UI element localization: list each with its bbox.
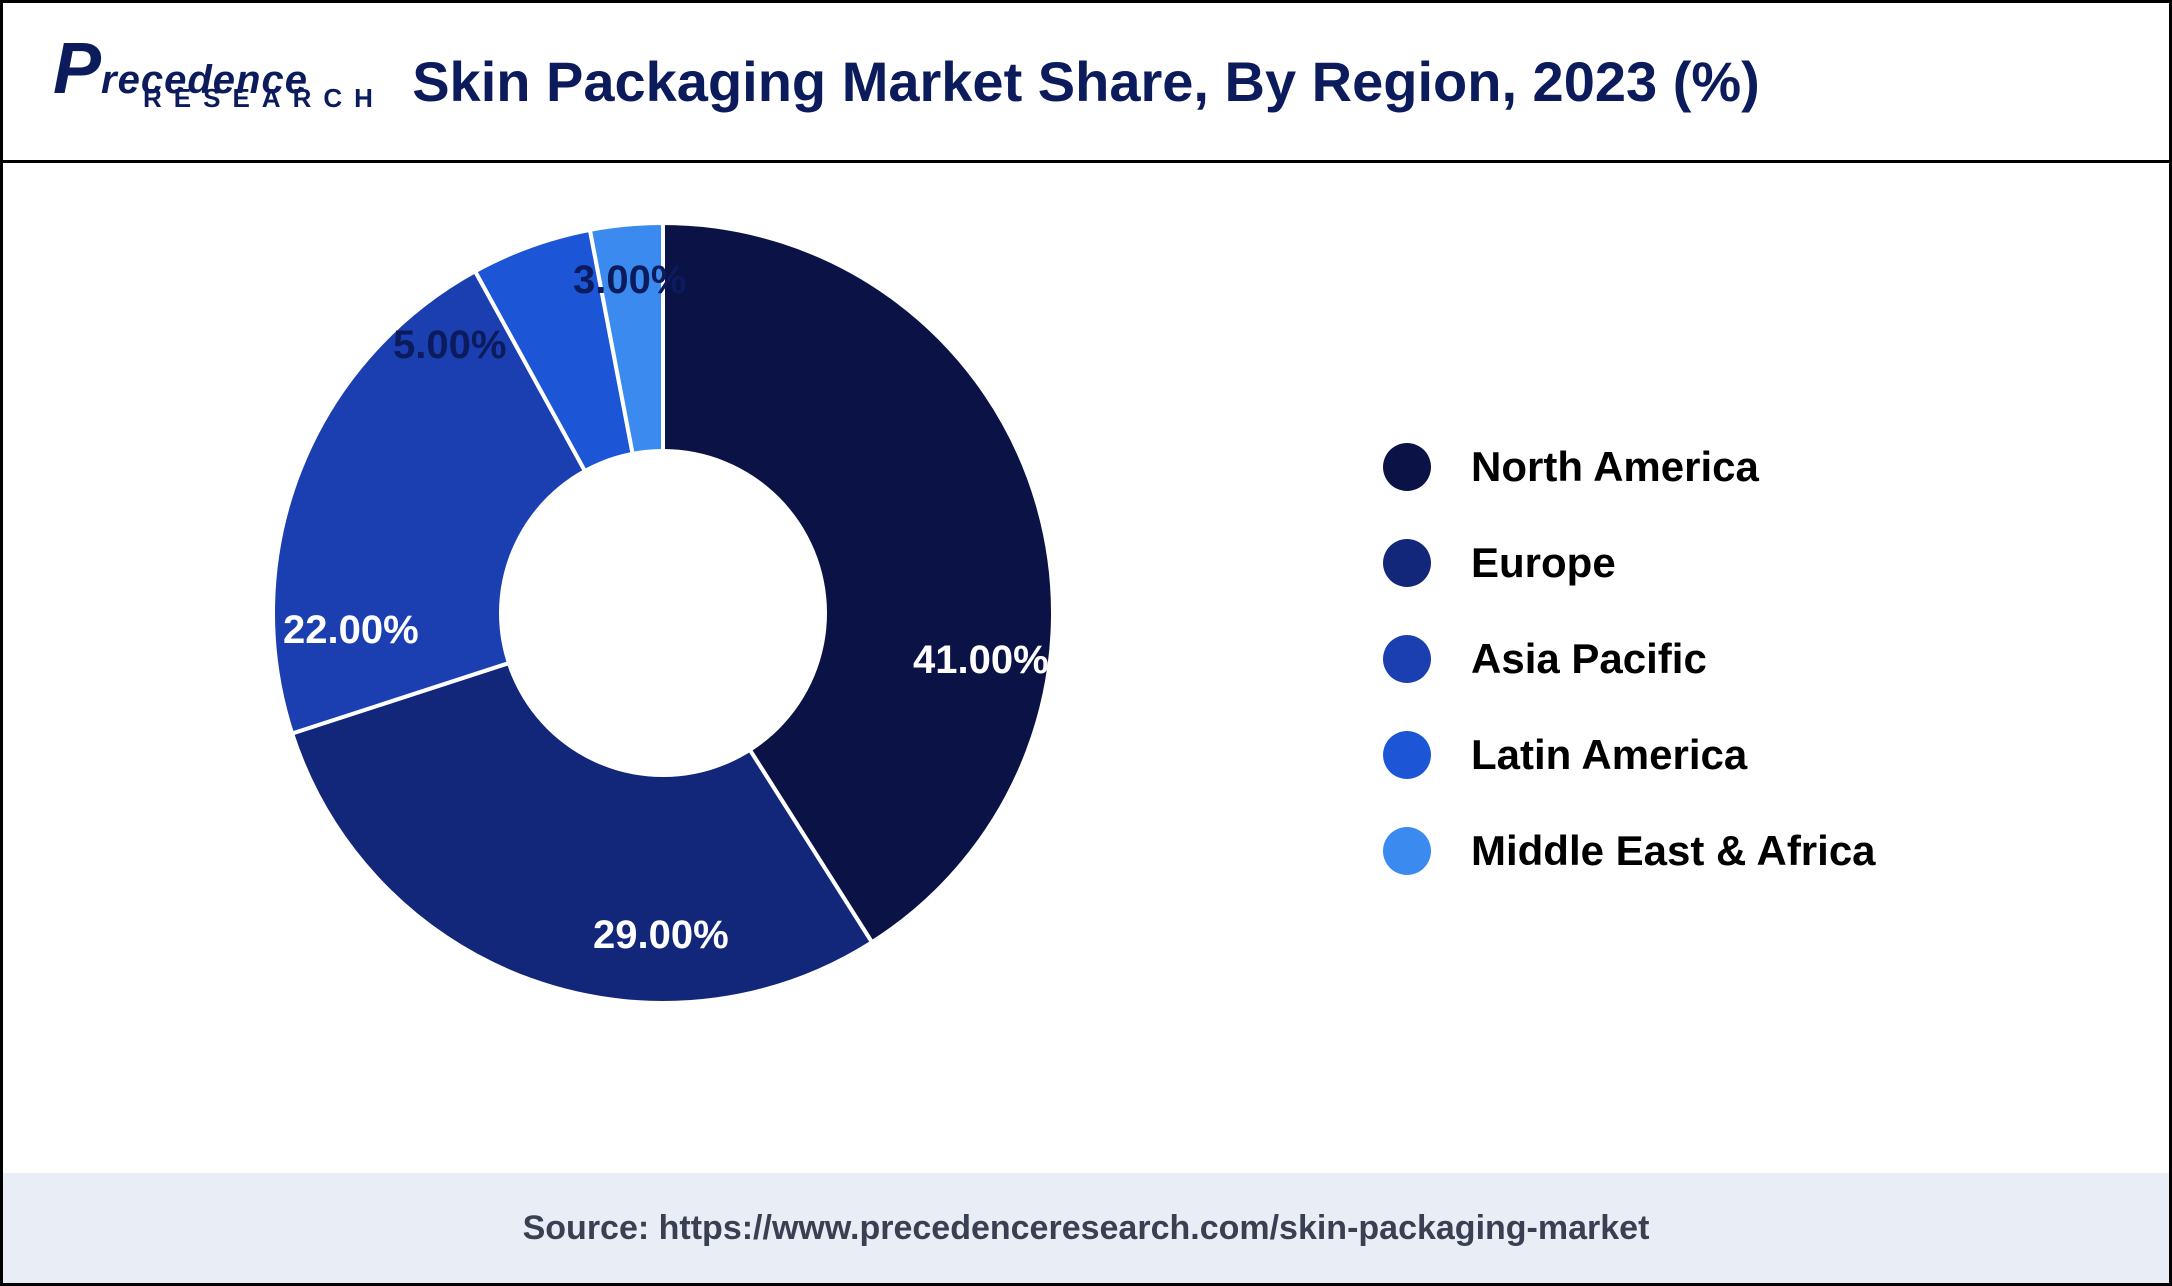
header: P recedence RESEARCH Skin Packaging Mark… [3,3,2169,163]
logo-subtext: RESEARCH [143,83,385,114]
legend-swatch-1 [1383,539,1431,587]
source-text: Source: https://www.precedenceresearch.c… [523,1209,1650,1248]
legend-item-0: North America [1383,443,1876,491]
legend-swatch-3 [1383,731,1431,779]
donut-chart: 41.00% 29.00% 22.00% 5.00% 3.00% [273,223,1053,1003]
slice-label-0: 41.00% [913,638,1049,683]
chart-frame: P recedence RESEARCH Skin Packaging Mark… [0,0,2172,1286]
logo-letter: P [53,33,101,105]
legend-label-3: Latin America [1471,731,1747,779]
chart-area: 41.00% 29.00% 22.00% 5.00% 3.00% North Ameri… [3,163,2169,1173]
legend-swatch-2 [1383,635,1431,683]
legend-label-4: Middle East & Africa [1471,827,1876,875]
footer: Source: https://www.precedenceresearch.c… [3,1173,2169,1283]
legend-swatch-0 [1383,443,1431,491]
donut-hole [499,449,827,777]
legend-item-3: Latin America [1383,731,1876,779]
slice-label-4: 3.00% [573,258,686,303]
slice-label-3: 5.00% [393,323,506,368]
slice-label-1: 29.00% [593,913,729,958]
slice-label-2: 22.00% [283,608,419,653]
legend-item-2: Asia Pacific [1383,635,1876,683]
legend-label-1: Europe [1471,539,1616,587]
legend-label-0: North America [1471,443,1759,491]
legend-item-4: Middle East & Africa [1383,827,1876,875]
legend-item-1: Europe [1383,539,1876,587]
legend-label-2: Asia Pacific [1471,635,1707,683]
legend: North America Europe Asia Pacific Latin Ame… [1383,443,1876,923]
legend-swatch-4 [1383,827,1431,875]
